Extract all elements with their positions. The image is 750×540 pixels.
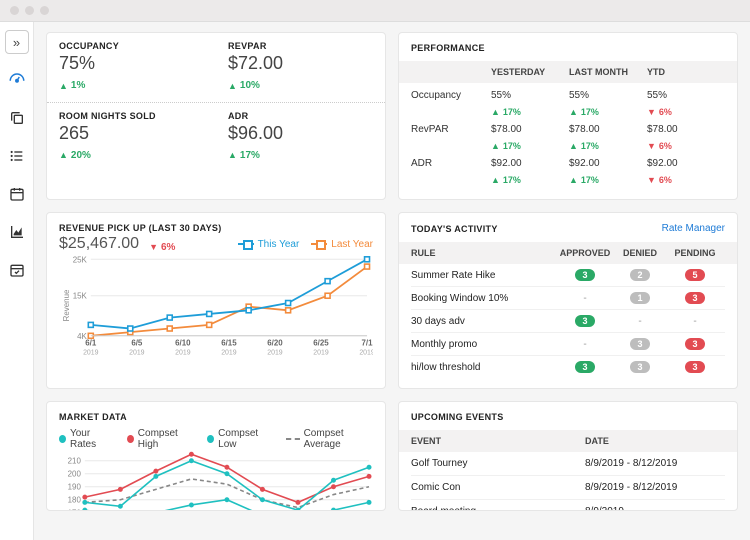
kpi-value: $72.00 — [228, 53, 373, 74]
market-chart: 170 180 190 200 210 — [59, 450, 373, 511]
chart-icon[interactable] — [5, 220, 29, 244]
traffic-light-icon — [40, 6, 49, 15]
activity-card: TODAY'S ACTIVITY Rate Manager RULE APPRO… — [398, 212, 738, 389]
revenue-delta: ▼6% — [149, 242, 175, 253]
activity-row: hi/low threshold333 — [411, 356, 725, 378]
performance-header: YESTERDAY LAST MONTH YTD — [399, 61, 737, 83]
kpi-value: 265 — [59, 123, 204, 144]
svg-text:6/5: 6/5 — [131, 339, 143, 348]
dashboard-icon[interactable] — [5, 68, 29, 92]
svg-text:2019: 2019 — [129, 350, 145, 357]
activity-row: 30 days adv3-- — [411, 310, 725, 333]
svg-text:6/15: 6/15 — [221, 339, 237, 348]
activity-row: Summer Rate Hike325 — [411, 264, 725, 287]
svg-text:2019: 2019 — [313, 350, 329, 357]
event-row: Board meeting8/9/2019 — [411, 500, 725, 511]
performance-row: Occupancy55%▲17%55%▲17%55%▼6% — [411, 87, 725, 121]
svg-text:6/10: 6/10 — [175, 339, 191, 348]
svg-text:6/1: 6/1 — [85, 339, 97, 348]
svg-text:Revenue: Revenue — [62, 289, 71, 321]
rate-manager-link[interactable]: Rate Manager — [662, 223, 725, 234]
expand-sidebar-button[interactable]: » — [5, 30, 29, 54]
kpi-label: OCCUPANCY — [59, 41, 204, 51]
market-card: MARKET DATA Your Rates Compset High Comp… — [46, 401, 386, 511]
card-title: TODAY'S ACTIVITY — [411, 224, 498, 234]
svg-text:15K: 15K — [73, 292, 88, 301]
svg-text:2019: 2019 — [175, 350, 191, 357]
kpi-label: ROOM NIGHTS SOLD — [59, 111, 204, 121]
activity-row: Monthly promo-33 — [411, 333, 725, 356]
revenue-card: REVENUE PICK UP (LAST 30 DAYS) $25,467.0… — [46, 212, 386, 389]
sidebar: » — [0, 22, 34, 540]
kpi-label: REVPAR — [228, 41, 373, 51]
traffic-light-icon — [25, 6, 34, 15]
svg-text:170: 170 — [68, 509, 82, 511]
svg-text:200: 200 — [68, 470, 82, 479]
calendar-icon[interactable] — [5, 182, 29, 206]
kpi-delta: ▲20% — [59, 150, 91, 161]
calendar-check-icon[interactable] — [5, 258, 29, 282]
kpi-rns: ROOM NIGHTS SOLD 265 ▲20% — [47, 103, 216, 172]
copy-icon[interactable] — [5, 106, 29, 130]
svg-text:2019: 2019 — [221, 350, 237, 357]
svg-text:2019: 2019 — [359, 350, 373, 357]
card-title: UPCOMING EVENTS — [411, 412, 725, 422]
activity-row: Booking Window 10%-13 — [411, 287, 725, 310]
performance-row: RevPAR$78.00▲17%$78.00▲17%$78.00▼6% — [411, 121, 725, 155]
events-card: UPCOMING EVENTS EVENT DATE Golf Tourney8… — [398, 401, 738, 511]
kpi-card: OCCUPANCY 75% ▲1% REVPAR $72.00 ▲10% ROO… — [46, 32, 386, 200]
event-row: Comic Con8/9/2019 - 8/12/2019 — [411, 476, 725, 500]
svg-text:2019: 2019 — [83, 350, 99, 357]
performance-card: PERFORMANCE YESTERDAY LAST MONTH YTD Occ… — [398, 32, 738, 200]
market-legend: Your Rates Compset High Compset Low Comp… — [59, 428, 373, 450]
revenue-legend: This Year Last Year — [238, 239, 373, 250]
activity-header: RULE APPROVED DENIED PENDING — [399, 242, 737, 264]
kpi-delta: ▲17% — [228, 150, 260, 161]
svg-text:6/20: 6/20 — [267, 339, 283, 348]
performance-row: ADR$92.00▲17%$92.00▲17%$92.00▼6% — [411, 155, 725, 189]
svg-text:210: 210 — [68, 457, 82, 466]
card-title: PERFORMANCE — [411, 43, 725, 53]
kpi-value: $96.00 — [228, 123, 373, 144]
traffic-light-icon — [10, 6, 19, 15]
svg-text:7/1: 7/1 — [362, 339, 373, 348]
list-icon[interactable] — [5, 144, 29, 168]
window-titlebar — [0, 0, 750, 22]
event-row: Golf Tourney8/9/2019 - 8/12/2019 — [411, 452, 725, 476]
svg-text:6/25: 6/25 — [313, 339, 329, 348]
svg-text:25K: 25K — [73, 255, 88, 264]
card-title: REVENUE PICK UP (LAST 30 DAYS) — [59, 223, 373, 233]
svg-text:180: 180 — [68, 496, 82, 505]
revenue-chart: Revenue4K15K25K6/120196/520196/1020196/1… — [59, 253, 373, 358]
card-title: MARKET DATA — [59, 412, 373, 422]
kpi-delta: ▲1% — [59, 80, 85, 91]
revenue-amount: $25,467.00 — [59, 235, 139, 253]
kpi-adr: ADR $96.00 ▲17% — [216, 103, 385, 172]
kpi-value: 75% — [59, 53, 204, 74]
kpi-label: ADR — [228, 111, 373, 121]
svg-text:2019: 2019 — [267, 350, 283, 357]
events-header: EVENT DATE — [399, 430, 737, 452]
kpi-revpar: REVPAR $72.00 ▲10% — [216, 33, 385, 102]
kpi-delta: ▲10% — [228, 80, 260, 91]
svg-text:190: 190 — [68, 483, 82, 492]
kpi-occupancy: OCCUPANCY 75% ▲1% — [47, 33, 216, 102]
